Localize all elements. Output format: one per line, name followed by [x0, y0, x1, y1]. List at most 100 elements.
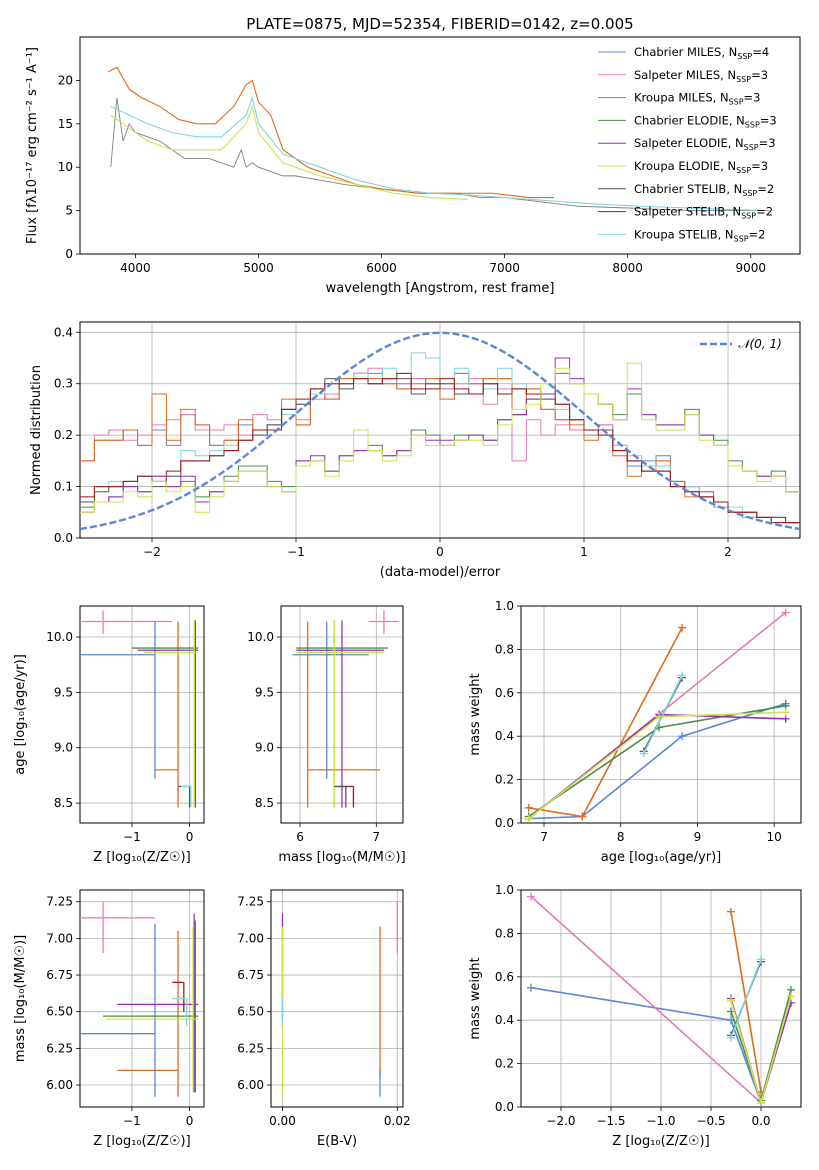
x-tick-label: −1 — [287, 545, 305, 559]
x-tick-label: 6 — [296, 830, 304, 844]
legend-entry: Chabrier STELIB, NSSP=2 — [634, 182, 774, 198]
series-line-kroupa-miles — [730, 911, 762, 1092]
data-point — [524, 803, 533, 812]
series-line-salpeter-miles — [530, 895, 762, 1104]
plot-area — [108, 66, 770, 212]
series-line-model_stelib — [110, 95, 764, 212]
x-axis-label: Z [log₁₀(Z/Z☉)] — [612, 1134, 709, 1149]
y-tick-label: 0.4 — [495, 1013, 514, 1027]
y-tick-label: 10.0 — [247, 630, 274, 644]
x-tick-label: 0.0 — [751, 1114, 770, 1128]
data-point — [781, 708, 790, 717]
y-tick-label: 0.0 — [495, 1100, 514, 1114]
y-tick-label: 5 — [65, 204, 73, 218]
data-point — [727, 907, 735, 916]
data-point — [787, 992, 795, 1001]
series-line-salpeter-elodie — [528, 713, 786, 820]
x-tick-label: 10 — [767, 830, 782, 844]
x-tick-label: 9000 — [735, 261, 766, 275]
series-line-model_elodie — [110, 104, 468, 200]
y-tick-label: 7.25 — [46, 895, 73, 909]
data-point — [678, 671, 687, 680]
x-tick-label: 9 — [694, 830, 702, 844]
chart-spectrum: 4000 5000 6000 7000 8000 9000 0 5 10 15 20 waveleng… — [25, 15, 801, 296]
x-tick-label: 0.02 — [384, 1114, 411, 1128]
data-point — [527, 983, 535, 992]
hist-kroupa-miles — [80, 372, 800, 524]
x-tick-label: 7000 — [489, 261, 520, 275]
y-tick-label: 0.3 — [54, 377, 73, 391]
y-tick-label: 6.00 — [46, 1078, 73, 1092]
y-tick-label: 6.25 — [237, 1041, 264, 1055]
x-tick-label: 6000 — [366, 261, 397, 275]
axes-frame — [520, 605, 802, 824]
y-tick-label: 0.8 — [495, 642, 514, 656]
y-tick-label: 6.75 — [237, 968, 264, 982]
y-tick-label: 9.5 — [54, 685, 73, 699]
data-point — [781, 608, 790, 617]
y-tick-label: 6.50 — [46, 1005, 73, 1019]
y-tick-label: 0 — [65, 247, 73, 261]
chart-age_vs_Z: −1 0 8.5 9.0 9.5 10.0 Z [log₁₀(Z/Z☉)] age [log₁… — [13, 605, 205, 865]
y-tick-label: 0.8 — [495, 926, 514, 940]
y-tick-label: 0.2 — [54, 428, 73, 442]
y-tick-label: 0.0 — [54, 531, 73, 545]
x-tick-label: 0 — [186, 830, 194, 844]
axes-frame — [280, 605, 404, 824]
y-tick-label: 0.4 — [495, 729, 514, 743]
data-point — [757, 1098, 765, 1107]
y-tick-label: 0.6 — [495, 970, 514, 984]
y-tick-label: 15 — [58, 117, 73, 131]
legend-entry: Kroupa MILES, NSSP=3 — [634, 91, 760, 107]
y-tick-label: 0.2 — [495, 1057, 514, 1071]
y-tick-label: 9.0 — [54, 741, 73, 755]
x-tick-label: −2.0 — [546, 1114, 575, 1128]
x-axis-label: E(B-V) — [317, 1134, 357, 1149]
chart-mass_vs_Z: −1 0 6.00 6.25 6.50 6.75 7.00 7.25 Z [log₁₀(Z/Z☉… — [13, 889, 205, 1149]
x-tick-label: 1 — [580, 545, 588, 559]
chart-weight_vs_age: 7 8 9 10 0.0 0.2 0.4 0.6 0.8 1.0 age [log₁₀(age/yr… — [468, 599, 802, 865]
legend-entry: Salpeter MILES, NSSP=3 — [634, 68, 768, 84]
data-point — [578, 812, 587, 821]
plot-area — [292, 610, 400, 808]
legend-entry: Kroupa ELODIE, NSSP=3 — [634, 159, 768, 175]
axes-frame — [79, 36, 801, 255]
plot-area — [80, 901, 199, 1097]
y-tick-label: 0.6 — [495, 686, 514, 700]
chart-residuals: −2 −1 0 1 2 0.0 0.1 0.2 0.3 0.4 (data-model)/error… — [29, 321, 801, 580]
y-tick-label: 9.0 — [255, 741, 274, 755]
x-tick-label: 7 — [372, 830, 380, 844]
data-point — [678, 623, 687, 632]
y-tick-label: 1.0 — [495, 883, 514, 897]
axes-frame — [79, 605, 205, 824]
x-axis-label: Z [log₁₀(Z/Z☉)] — [93, 850, 190, 865]
x-tick-label: 8000 — [612, 261, 643, 275]
data-point — [639, 749, 648, 758]
chart-mass_vs_EBV: 0.00 0.02 6.00 6.25 6.50 6.75 7.00 7.25 E(B-V) — [237, 889, 411, 1149]
x-tick-label: −1 — [123, 830, 141, 844]
plot-area — [281, 901, 398, 1097]
data-point — [527, 892, 535, 901]
y-tick-label: 0.1 — [54, 480, 73, 494]
y-tick-label: 20 — [58, 73, 73, 87]
axes-frame — [270, 889, 404, 1108]
y-tick-label: 9.5 — [255, 685, 274, 699]
y-tick-label: 7.00 — [237, 931, 264, 945]
y-tick-label: 6.00 — [237, 1078, 264, 1092]
axes-frame — [79, 889, 205, 1108]
y-axis-label: Flux [fλ10⁻¹⁷ erg cm⁻² s⁻¹ A⁻¹] — [25, 47, 40, 244]
series-line-model_miles — [108, 66, 554, 199]
x-tick-label: 0.00 — [269, 1114, 296, 1128]
y-axis-label: mass weight — [468, 673, 483, 755]
hist-kroupa-elodie — [80, 362, 800, 513]
y-tick-label: 0.0 — [495, 816, 514, 830]
x-tick-label: −0.5 — [696, 1114, 725, 1128]
x-tick-label: 7 — [540, 830, 548, 844]
y-tick-label: 6.50 — [237, 1005, 264, 1019]
hist-kroupa-stelib — [80, 352, 800, 524]
x-tick-label: 0 — [436, 545, 444, 559]
y-axis-label: mass [log₁₀(M/M☉)] — [13, 935, 28, 1062]
x-tick-label: 0 — [186, 1114, 194, 1128]
chart-age_vs_mass: 6 7 8.5 9.0 9.5 10.0 mass [log₁₀(M/M☉)] — [247, 605, 406, 865]
